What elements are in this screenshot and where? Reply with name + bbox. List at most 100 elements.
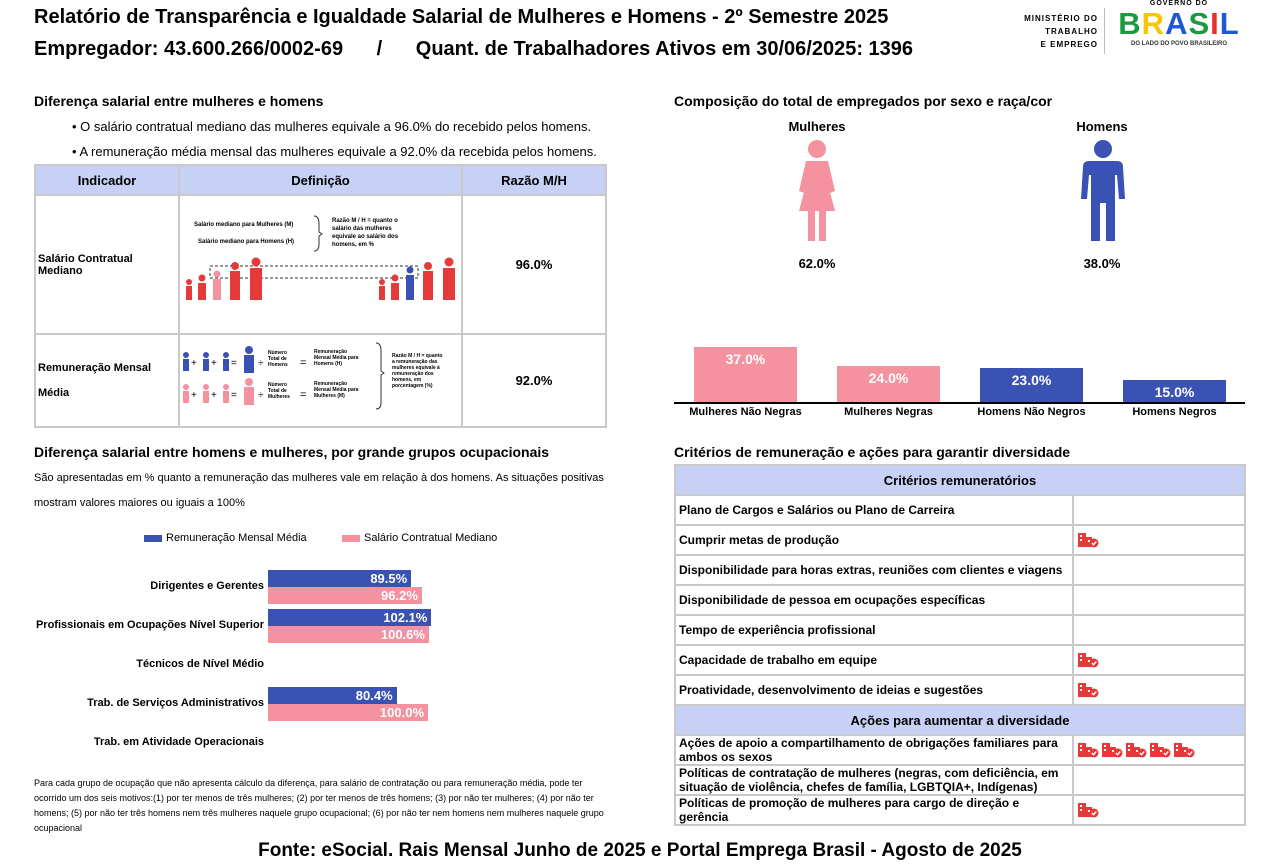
- col-definition: Definição: [178, 164, 463, 196]
- report-title: Relatório de Transparência e Igualdade S…: [34, 6, 889, 28]
- company-check-icon: [1078, 533, 1099, 548]
- criteria-title: Critérios de remuneração e ações para ga…: [674, 444, 1071, 460]
- remuneration-bar: 102.1%: [268, 609, 432, 626]
- women-label: Mulheres: [788, 119, 846, 134]
- company-check-icon: [1126, 743, 1147, 758]
- def-median-note-3: equivale ao salário dos: [332, 234, 399, 240]
- legend-swatch-blue: [144, 534, 162, 542]
- criteria-icons: [1072, 554, 1246, 586]
- occupation-category-label: Dirigentes e Gerentes: [150, 580, 264, 592]
- svg-text:Remuneração: Remuneração: [314, 349, 347, 355]
- svg-text:Mulheres: Mulheres: [268, 394, 290, 400]
- salary-bar: 100.6%: [268, 626, 429, 643]
- def-median-note-2: salário das mulheres: [332, 226, 392, 232]
- gov-tagline: DO LADO DO POVO BRASILEIRO: [1130, 41, 1227, 47]
- criteria-label: Plano de Cargos e Salários ou Plano de C…: [674, 494, 1074, 526]
- def-women-median: Salário mediano para Mulheres (M): [194, 222, 293, 228]
- ratio-median-salary: 96.0%: [461, 194, 607, 335]
- criteria-label: Políticas de contratação de mulheres (ne…: [674, 764, 1074, 796]
- composition-chart-axis: [674, 402, 1245, 404]
- ministry-logo: MINISTÉRIO DO TRABALHO E EMPREGO: [1012, 12, 1098, 51]
- women-equals: =: [300, 389, 306, 401]
- criteria-icons: [1072, 614, 1246, 646]
- criteria-row: Plano de Cargos e Salários ou Plano de C…: [674, 494, 1246, 526]
- criteria-icons: [1072, 494, 1246, 526]
- salary-bar: 100.0%: [268, 704, 428, 721]
- bullet-median-salary: • O salário contratual mediano das mulhe…: [72, 119, 592, 134]
- svg-text:a remuneração das: a remuneração das: [392, 359, 438, 365]
- indicator-rem-line-2: Média: [38, 386, 70, 399]
- svg-text:remuneração dos: remuneração dos: [392, 371, 434, 377]
- company-check-icon: [1078, 653, 1099, 668]
- company-check-icon: [1174, 743, 1195, 758]
- col-indicator: Indicador: [34, 164, 180, 196]
- criteria-icons: [1072, 584, 1246, 616]
- criteria-icons: [1072, 764, 1246, 796]
- composition-bar-label: 37.0%: [725, 350, 766, 367]
- criteria-header-diversity: Ações para aumentar a diversidade: [674, 704, 1246, 736]
- ministry-line-3: E EMPREGO: [1040, 40, 1098, 49]
- criteria-label: Disponibilidade de pessoa em ocupações e…: [674, 584, 1074, 616]
- composition-bar-label: 23.0%: [1011, 371, 1052, 388]
- svg-text:Total de: Total de: [268, 356, 287, 362]
- brand-letter: I: [1210, 6, 1220, 41]
- criteria-icons: [1072, 794, 1246, 826]
- legend-salary: Salário Contratual Mediano: [342, 532, 497, 544]
- criteria-label: Políticas de promoção de mulheres para c…: [674, 794, 1074, 826]
- employer-line: Empregador: 43.600.266/0002-69 / Quant. …: [34, 38, 913, 61]
- logo-divider: [1104, 8, 1105, 54]
- def-median-note-4: homens, em %: [332, 242, 375, 248]
- svg-text:Mensal Média para: Mensal Média para: [314, 387, 359, 393]
- indicator-rem-line-1: Remuneração Mensal: [38, 361, 152, 374]
- remuneration-bar: 89.5%: [268, 570, 412, 587]
- svg-text:Mensal Média para: Mensal Média para: [314, 355, 359, 361]
- svg-text:+: +: [191, 358, 197, 369]
- svg-text:Homens: Homens: [268, 362, 288, 368]
- brand-letter: A: [1165, 6, 1189, 41]
- occupational-footnote: Para cada grupo de ocupação que não apre…: [34, 778, 604, 833]
- criteria-header-remuneration: Critérios remuneratórios: [674, 464, 1246, 496]
- legend-remuneration: Remuneração Mensal Média: [144, 532, 307, 544]
- occupational-desc-1: São apresentadas em % quanto a remuneraç…: [34, 472, 604, 484]
- svg-text:Remuneração: Remuneração: [314, 381, 347, 387]
- composition-category-label: Homens Não Negros: [977, 406, 1086, 418]
- legend-swatch-pink: [342, 534, 360, 542]
- company-check-icon: [1078, 683, 1099, 698]
- def-men-median: Salário mediano para Homens (H): [198, 239, 294, 245]
- criteria-row: Políticas de promoção de mulheres para c…: [674, 794, 1246, 826]
- brand-letter: B: [1118, 6, 1142, 41]
- svg-text:Número: Número: [268, 350, 287, 356]
- svg-text:Homens (H): Homens (H): [314, 361, 342, 367]
- svg-text:=: =: [231, 358, 237, 369]
- criteria-label: Proatividade, desenvolvimento de ideias …: [674, 674, 1074, 706]
- company-check-icon: [1102, 743, 1123, 758]
- svg-text:homens, em: homens, em: [392, 377, 422, 383]
- composition-bar: 37.0%: [694, 346, 797, 402]
- criteria-row: Cumprir metas de produção: [674, 524, 1246, 556]
- brand-letter: R: [1141, 6, 1166, 41]
- company-check-icon: [1078, 803, 1099, 818]
- salary-bar: 96.2%: [268, 587, 422, 604]
- brand-letter: S: [1188, 6, 1211, 41]
- criteria-row: Políticas de contratação de mulheres (ne…: [674, 764, 1246, 796]
- gov-brasil-logo: GOVERNO DO BRASIL DO LADO DO POVO BRASIL…: [1114, 0, 1244, 58]
- employer-id: Empregador: 43.600.266/0002-69: [34, 38, 344, 60]
- def-median-note-1: Razão M / H = quanto o: [332, 218, 398, 224]
- occupation-category-label: Profissionais em Ocupações Nível Superio…: [35, 619, 264, 631]
- men-label: Homens: [1076, 119, 1128, 134]
- criteria-table: Critérios remuneratórios Plano de Cargos …: [674, 464, 1246, 826]
- criteria-icons: [1072, 734, 1246, 766]
- composition-bar-label: 15.0%: [1154, 383, 1195, 400]
- header-separator: /: [376, 38, 383, 60]
- source-footer: Fonte: eSocial. Rais Mensal Junho de 202…: [258, 840, 1022, 861]
- composition-title: Composição do total de empregados por se…: [674, 93, 1053, 109]
- people-men-group: [379, 257, 455, 300]
- salary-diff-title: Diferença salarial entre mulheres e home…: [34, 93, 324, 109]
- median-dashed-box: [209, 265, 419, 279]
- criteria-label: Capacidade de trabalho em equipe: [674, 644, 1074, 676]
- criteria-row: Tempo de experiência profissional: [674, 614, 1246, 646]
- svg-text:Total de: Total de: [268, 388, 287, 394]
- composition-category-label: Mulheres Negras: [844, 406, 933, 418]
- criteria-label: Tempo de experiência profissional: [674, 614, 1074, 646]
- criteria-icons: [1072, 674, 1246, 706]
